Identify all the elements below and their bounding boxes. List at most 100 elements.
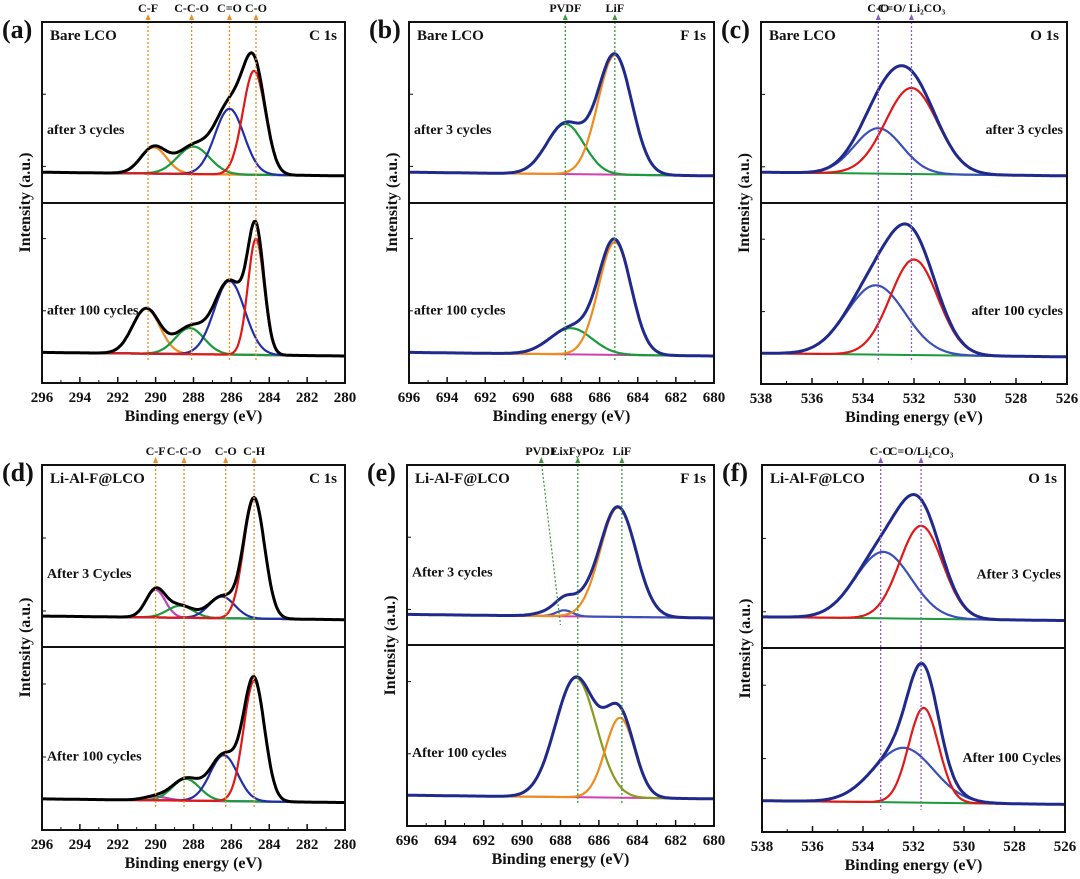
reference-arrow	[181, 457, 187, 463]
envelope-curve	[761, 64, 1067, 178]
x-tick-label: 690	[512, 390, 535, 406]
panel-f: (f) Li-Al-F@LCO O 1s After 3 Cycles After 10…	[722, 444, 1077, 874]
reference-label: C-O	[867, 1, 889, 15]
reference-label: C-H	[243, 444, 266, 458]
reference-label: LiF	[606, 1, 625, 15]
x-axis-label: Binding energy (eV)	[845, 409, 983, 426]
x-tick-label: 690	[511, 833, 534, 849]
x-tick-label: 692	[474, 390, 497, 406]
y-axis-label: Intensity (a.u.)	[17, 597, 34, 697]
x-tick-label: 294	[69, 837, 92, 853]
subplot-bottom: After 100 cycles	[406, 675, 715, 801]
x-tick-label: 280	[334, 390, 357, 406]
x-tick-label: 534	[852, 391, 875, 407]
envelope-curve	[42, 219, 345, 358]
subplot-bottom: After 100 Cycles	[761, 661, 1066, 806]
reference-arrow	[612, 14, 618, 20]
cycle-label: After 3 cycles	[412, 566, 493, 581]
panel-d: (d) Li-Al-F@LCO C 1s After 3 Cycles After 10…	[2, 444, 356, 872]
x-tick-label: 284	[258, 837, 281, 853]
reference-arrow	[908, 14, 914, 20]
subplot-top: after 3 cycles	[41, 51, 346, 178]
envelope-curve	[409, 52, 714, 178]
sample-label: Li-Al-F@LCO	[50, 471, 145, 487]
reference-label: C-C-O	[167, 444, 202, 458]
x-axis-label: Binding energy (eV)	[125, 408, 263, 425]
reference-arrow	[918, 457, 924, 463]
x-tick-label: 694	[434, 833, 457, 849]
reference-arrow	[562, 14, 568, 20]
envelope-curve	[762, 661, 1065, 806]
reference-label: C=O/Li₂CO₃	[889, 444, 954, 458]
reference-arrow	[145, 14, 151, 20]
envelope-curve	[762, 492, 1065, 622]
panel-letter: (b)	[369, 15, 401, 44]
region-label: O 1s	[1028, 471, 1057, 487]
reference-label: C-F	[138, 1, 158, 15]
panel-letter: (a)	[2, 15, 32, 44]
component-c-o	[761, 284, 1067, 358]
subplot-top: After 3 cycles	[406, 505, 715, 620]
reference-arrow	[875, 14, 881, 20]
cycle-label: after 100 cycles	[47, 304, 139, 319]
x-tick-label: 528	[1003, 839, 1026, 855]
subplot-bottom: after 100 cycles	[408, 237, 715, 358]
reference-arrow	[226, 14, 232, 20]
x-tick-label: 282	[296, 390, 319, 406]
sample-label: Li-Al-F@LCO	[770, 471, 865, 487]
subplot-top: after 3 cycles	[408, 52, 715, 178]
component-c-o	[762, 550, 1065, 622]
cycle-label: After 3 Cycles	[977, 567, 1062, 582]
x-tick-label: 684	[626, 833, 649, 849]
envelope-curve	[42, 495, 345, 622]
panel-letter: (e)	[367, 458, 396, 487]
component-lixfypoz	[407, 676, 714, 800]
x-tick-label: 526	[1054, 839, 1077, 855]
reference-arrow	[878, 457, 884, 463]
panel-letter: (d)	[2, 458, 34, 487]
reference-label: C-O	[215, 444, 237, 458]
x-tick-label: 696	[398, 390, 421, 406]
envelope-curve	[42, 675, 345, 804]
component-c-h	[42, 679, 345, 804]
cycle-label: After 100 Cycles	[963, 751, 1062, 766]
y-axis-label: Intensity (a.u.)	[384, 152, 401, 252]
x-tick-label: 280	[334, 837, 357, 853]
y-axis-label: Intensity (a.u.)	[17, 152, 34, 252]
x-tick-label: 688	[549, 833, 572, 849]
subplot-bottom: after 100 cycles	[760, 222, 1068, 359]
x-tick-label: 284	[258, 390, 281, 406]
x-tick-label: 294	[69, 390, 92, 406]
x-axis-label: Binding energy (eV)	[492, 851, 630, 868]
x-tick-label: 526	[1056, 391, 1079, 407]
x-tick-label: 292	[107, 837, 130, 853]
panel-letter: (c)	[721, 15, 750, 44]
x-tick-label: 286	[220, 837, 243, 853]
cycle-label: after 3 cycles	[986, 123, 1064, 138]
x-tick-label: 532	[903, 391, 926, 407]
subplot-bottom: After 100 cycles	[41, 675, 346, 804]
reference-label: C=O/ Li₂CO₃	[878, 1, 946, 15]
x-tick-label: 680	[703, 390, 726, 406]
reference-arrow	[538, 457, 544, 463]
envelope-curve	[42, 51, 345, 178]
x-tick-label: 290	[144, 390, 167, 406]
subplot-top: after 3 cycles	[760, 64, 1068, 178]
envelope-curve	[407, 675, 714, 801]
cycle-label: After 3 Cycles	[47, 567, 132, 582]
reference-label: PVDF	[549, 1, 581, 15]
x-tick-label: 536	[801, 391, 824, 407]
sample-label: Li-Al-F@LCO	[415, 471, 510, 487]
reference-arrow	[153, 457, 159, 463]
region-label: F 1s	[680, 28, 706, 44]
cycle-label: after 3 cycles	[47, 123, 125, 138]
x-tick-label: 532	[902, 839, 925, 855]
subplot-top: After 3 Cycles	[41, 495, 346, 622]
x-tick-label: 282	[296, 837, 319, 853]
reference-line	[540, 460, 562, 626]
reference-label: PVDF	[525, 444, 557, 458]
cycle-label: after 100 cycles	[972, 304, 1064, 319]
x-tick-label: 538	[751, 839, 774, 855]
x-tick-label: 530	[954, 391, 977, 407]
x-axis-label: Binding energy (eV)	[845, 857, 983, 874]
